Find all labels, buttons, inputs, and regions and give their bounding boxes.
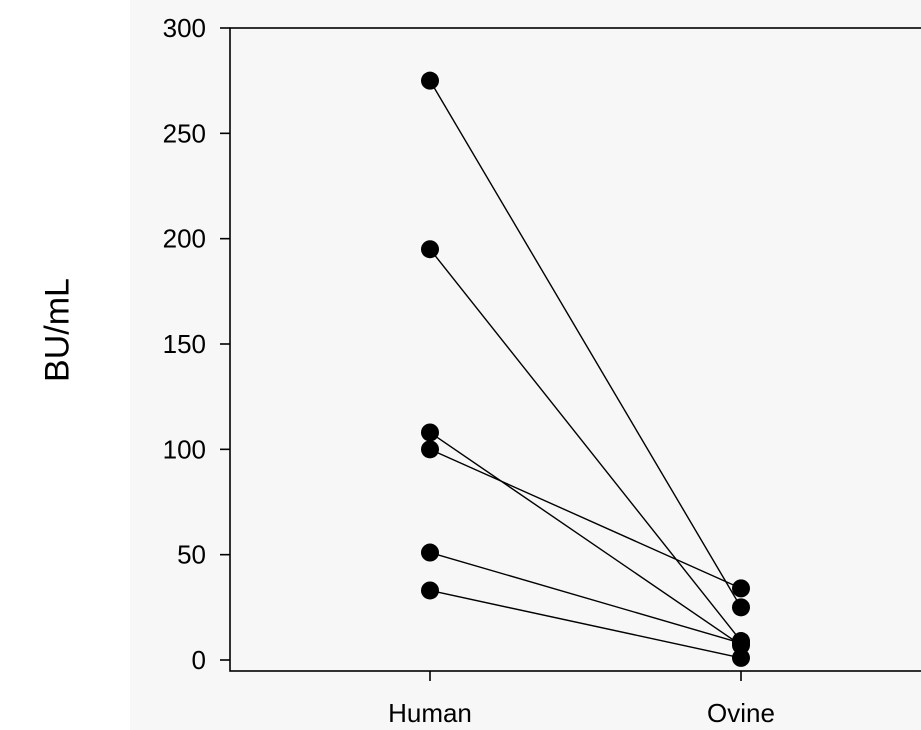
plot-frame (229, 27, 921, 672)
y-tick-label: 50 (177, 540, 206, 570)
data-point (732, 579, 750, 598)
series-line (429, 589, 742, 659)
y-tick-label: 0 (192, 645, 206, 675)
y-tick-label: 100 (163, 434, 206, 464)
y-tick-label: 200 (163, 224, 206, 254)
x-tick-label: Human (388, 698, 472, 728)
data-point (421, 240, 439, 259)
data-point (732, 598, 750, 617)
series-line (429, 448, 742, 590)
data-point (421, 543, 439, 562)
y-tick-label: 300 (163, 13, 206, 43)
data-point (421, 581, 439, 600)
series-line (429, 80, 742, 608)
series-line (429, 248, 742, 642)
data-point (421, 423, 439, 442)
data-point (421, 71, 439, 90)
x-tick-label: Ovine (707, 698, 775, 728)
series-line (429, 551, 742, 644)
data-point (421, 440, 439, 459)
data-point (732, 648, 750, 667)
series-line (429, 431, 742, 646)
y-tick-label: 250 (163, 118, 206, 148)
y-tick-label: 150 (163, 329, 206, 359)
data-point (732, 634, 750, 653)
